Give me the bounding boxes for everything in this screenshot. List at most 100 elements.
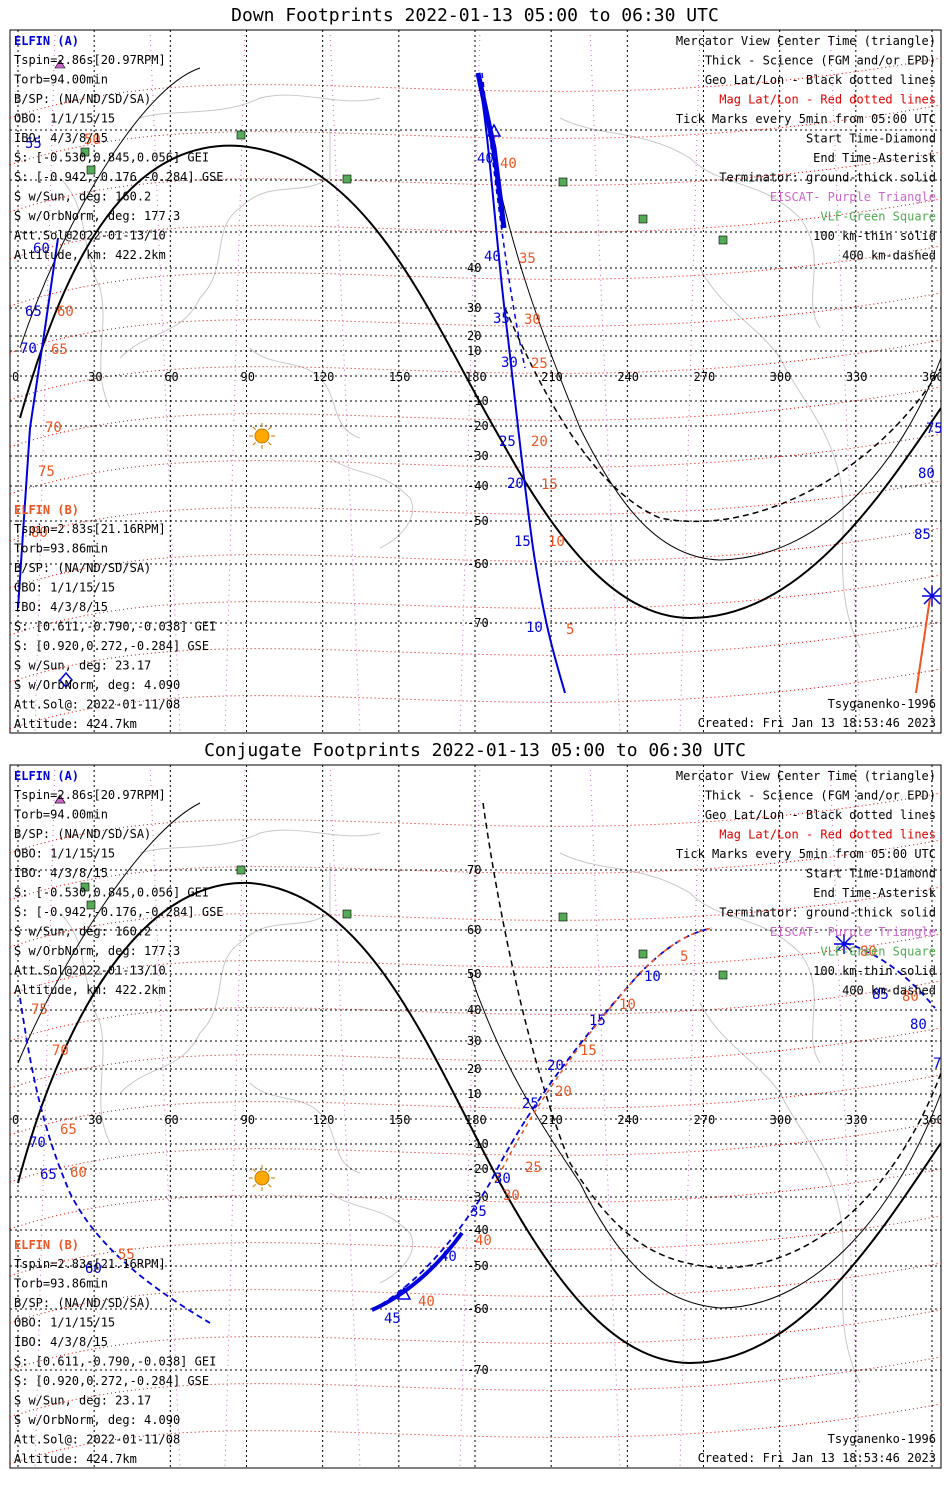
elfin-b-tick-label: 50	[84, 132, 101, 148]
vlf-station-square	[558, 177, 568, 187]
elfin-a-track	[477, 72, 566, 694]
elfin-a-tick-label: 55	[25, 136, 42, 152]
terminator-100km	[17, 802, 941, 1309]
vlf-station-square	[718, 235, 728, 245]
lat-tick-label: -20	[467, 1162, 489, 1176]
elfin-a-info: ELFIN (A) Tspin=2.86s[20.97RPM] Torb=94.00…	[14, 769, 224, 997]
elfin-a-line: S: [-0.942,-0.176,-0.284] GSE	[14, 905, 224, 919]
model-label: Tsyganenko-1996	[828, 1432, 936, 1446]
elfin-b-tick-label: 70	[45, 420, 62, 436]
elfin-b-tick-label: 25	[531, 356, 548, 372]
elfin-a-info: ELFIN (A) Tspin=2.86s[20.97RPM] Torb=94.00…	[14, 34, 224, 262]
elfin-a-line: Torb=94.00min	[14, 73, 108, 87]
elfin-a-tick-label: 70	[20, 341, 37, 357]
sun-icon	[249, 1165, 275, 1191]
elfin-b-tick-label: 10	[548, 534, 565, 550]
elfin-a-tick-label: 40	[477, 151, 494, 167]
elfin-b-tick-label: 40	[500, 156, 517, 172]
lon-tick-label: 210	[541, 1113, 563, 1127]
legend-line: EISCAT- Purple Triangle	[770, 190, 936, 204]
legend-line: VLF-Green Square	[820, 945, 936, 959]
elfin-b-line: Altitude: 424.7km	[14, 1452, 137, 1466]
eiscat-triangle	[54, 794, 66, 804]
elfin-a-tick-label: 15	[589, 1013, 606, 1029]
elfin-a-science-segment	[371, 1231, 464, 1312]
elfin-b-line: Tspin=2.83s[21.16RPM]	[14, 1257, 166, 1271]
lon-tick-label: 0	[12, 1113, 19, 1127]
elfin-a-line: Tspin=2.86s[20.97RPM]	[14, 788, 166, 802]
elfin-a-line: OBO: 1/1/15/15	[14, 112, 115, 126]
legend-line: 100 km-thin solid	[813, 964, 936, 978]
lon-tick-label: 240	[617, 1113, 639, 1127]
elfin-b-tick-label: 5	[680, 949, 688, 965]
lat-tick-label: 20	[467, 329, 481, 343]
elfin-b-line: Torb=93.86min	[14, 542, 108, 556]
elfin-b-line: S: [0.611,-0.790,-0.038] GEI	[14, 620, 216, 634]
elfin-b-line: Att.Sol@: 2022-01-11/08	[14, 1433, 180, 1447]
legend: Mercator View Center Time (triangle) Thic…	[676, 34, 937, 263]
elfin-a-title: ELFIN (A)	[14, 34, 79, 48]
lat-tick-label: 30	[467, 1034, 481, 1048]
elfin-b-tick-label: 65	[51, 342, 68, 358]
lon-tick-label: 180	[465, 370, 487, 384]
elfin-b-line: B/SP: (NA/ND/SD/SA)	[14, 1296, 151, 1310]
elfin-a-line: S: [-0.530,0.845,0.056] GEI	[14, 151, 209, 165]
elfin-a-tick-label: 60	[85, 1261, 102, 1277]
created-label: Created: Fri Jan 13 18:53:46 2023	[698, 716, 936, 730]
top-panel-title: Down Footprints 2022-01-13 05:00 to 06:3…	[231, 5, 719, 26]
legend-line: VLF-Green Square	[820, 210, 936, 224]
elfin-b-info: ELFIN (B) Tspin=2.83s[21.16RPM] Torb=93.86…	[14, 503, 216, 731]
vlf-station-square	[236, 865, 246, 875]
lon-tick-label: 270	[694, 370, 716, 384]
legend-line: Thick - Science (FGM and/or EPD)	[705, 789, 936, 803]
elfin-b-title: ELFIN (B)	[14, 1238, 79, 1252]
legend-line: Thick - Science (FGM and/or EPD)	[705, 54, 936, 68]
elfin-b-title: ELFIN (B)	[14, 503, 79, 517]
lon-tick-label: 30	[88, 370, 102, 384]
elfin-b-tick-label: 65	[60, 1122, 77, 1138]
elfin-b-line: S w/Sun, deg: 23.17	[14, 659, 151, 673]
elfin-a-tick-label: 75	[926, 421, 943, 437]
elfin-a-tick-label: 35	[493, 311, 510, 327]
elfin-a-tick-label: 10	[526, 620, 543, 636]
elfin-a-line: S: [-0.530,0.845,0.056] GEI	[14, 886, 209, 900]
coastline-6	[139, 829, 381, 854]
lon-tick-label: 90	[241, 370, 255, 384]
sun-icon	[249, 423, 275, 449]
elfin-a-track-left	[19, 997, 211, 1324]
elfin-a-line: Altitude, km: 422.2km	[14, 248, 166, 262]
vlf-station-square	[558, 912, 568, 922]
coastline-0	[119, 128, 331, 359]
elfin-b-line: IBO: 4/3/8/15	[14, 600, 108, 614]
lat-tick-label: -50	[467, 514, 489, 528]
start-time-diamond	[59, 671, 73, 689]
model-label: Tsyganenko-1996	[828, 697, 936, 711]
elfin-a-line: OBO: 1/1/15/15	[14, 847, 115, 861]
elfin-b-tick-label: 30	[524, 312, 541, 328]
lon-tick-label: 60	[164, 370, 178, 384]
elfin-b-tick-label: 30	[503, 1188, 520, 1204]
elfin-b-tick-label: 80	[860, 944, 877, 960]
elfin-a-line: B/SP: (NA/ND/SD/SA)	[14, 92, 151, 106]
legend: Mercator View Center Time (triangle) Thic…	[676, 769, 937, 998]
lon-tick-label: 330	[846, 370, 868, 384]
lat-tick-label: 10	[467, 1087, 481, 1101]
elfin-a-tick-label: 75	[933, 1056, 950, 1072]
coastline-1	[249, 347, 361, 439]
elfin-a-tick-label: 20	[507, 476, 524, 492]
elfin-a-tick-label: 25	[499, 434, 516, 450]
elfin-b-tick-label: 10	[619, 997, 636, 1013]
legend-line: Geo Lat/Lon - Black dotted lines	[705, 73, 936, 87]
elfin-b-line: S: [0.920,0.272,-0.284] GSE	[14, 1374, 209, 1388]
elfin-b-tick-label: 25	[525, 1160, 542, 1176]
coastline-6	[139, 94, 381, 119]
elfin-b-line: S w/Sun, deg: 23.17	[14, 1394, 151, 1408]
elfin-a-line: Att.Sol@2022-01-13/10	[14, 964, 166, 978]
elfin-a-line: Tspin=2.86s[20.97RPM]	[14, 53, 166, 67]
elfin-a-track	[371, 927, 713, 1311]
lon-tick-label: 360	[922, 1113, 944, 1127]
coastline-1	[249, 1082, 361, 1174]
elfin-a-tick-label: 85	[914, 527, 931, 543]
elfin-a-tick-label: 30	[501, 355, 518, 371]
center-time-triangle	[486, 123, 502, 137]
